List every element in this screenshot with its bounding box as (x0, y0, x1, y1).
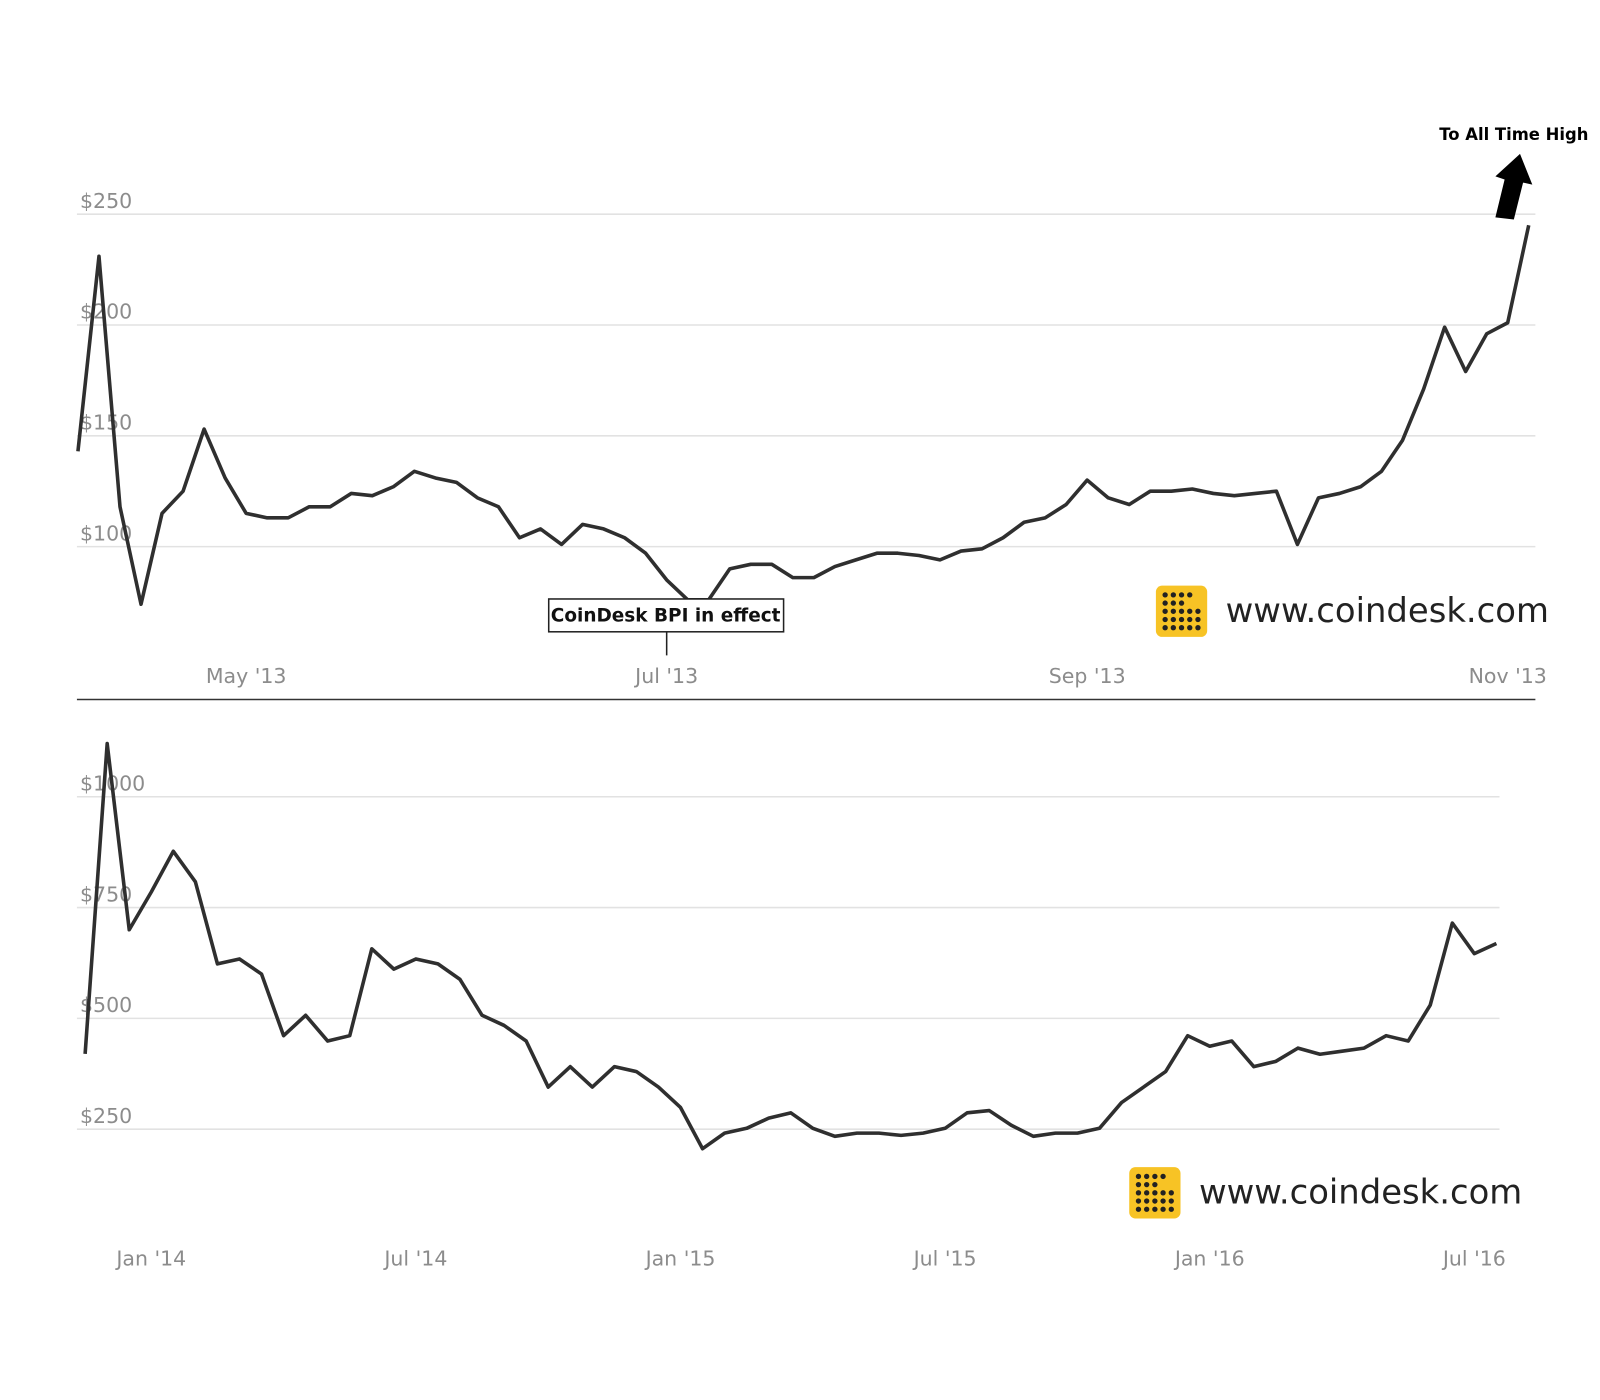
watermark: www.coindesk.com (1199, 1172, 1522, 1211)
logo-dot (1168, 1190, 1174, 1196)
logo-dot (1170, 625, 1176, 631)
annotation: CoinDesk BPI in effect (551, 605, 781, 626)
logo-dot (1162, 600, 1168, 606)
logo-dot (1178, 625, 1185, 631)
logo-dot (1162, 625, 1168, 631)
logo-dot (1162, 608, 1168, 614)
x-tick-label: Jul '16 (1441, 1246, 1506, 1270)
logo-dot (1162, 592, 1168, 598)
logo-dot (1160, 1190, 1166, 1196)
logo-dot (1187, 608, 1193, 614)
logo-dot (1152, 1181, 1158, 1188)
logo-dot (1152, 1206, 1158, 1212)
logo-dot (1160, 1206, 1166, 1212)
logo-dot (1135, 1181, 1142, 1188)
logo-dot (1178, 608, 1185, 614)
x-tick-label: May '13 (206, 664, 287, 688)
annotation-arrow (1495, 153, 1533, 220)
logo-dot (1135, 1206, 1142, 1212)
x-tick-label: Jan '16 (1173, 1246, 1245, 1270)
logo-dot (1162, 616, 1168, 623)
logo-dot (1168, 1198, 1174, 1204)
logo-dot (1170, 608, 1176, 614)
logo-dot (1178, 600, 1185, 606)
logo-dot (1135, 1173, 1142, 1180)
logo-dot (1152, 1173, 1158, 1180)
logo-dot (1195, 625, 1201, 631)
logo-dot (1178, 592, 1185, 598)
logo-dot (1144, 1181, 1150, 1188)
logo-dot (1170, 616, 1176, 623)
logo-dot (1187, 592, 1193, 598)
logo-dot (1160, 1173, 1166, 1180)
logo-dot (1135, 1198, 1142, 1204)
logo-dot (1160, 1198, 1166, 1204)
annotation: To All Time High (1439, 125, 1588, 144)
y-tick-label: $150 (80, 411, 132, 435)
logo-dot (1195, 616, 1201, 623)
x-tick-label: Jul '13 (633, 664, 698, 688)
logo-dot (1170, 592, 1176, 598)
watermark: www.coindesk.com (1226, 591, 1549, 630)
logo-dot (1168, 1206, 1174, 1212)
x-tick-label: Nov '13 (1469, 664, 1547, 688)
logo-dot (1144, 1173, 1150, 1180)
y-tick-label: $250 (80, 189, 132, 213)
logo-dot (1152, 1190, 1158, 1196)
logo-dot (1144, 1206, 1150, 1212)
logo-dot (1195, 608, 1201, 614)
x-tick-label: Sep '13 (1049, 664, 1126, 688)
x-tick-label: Jan '14 (114, 1246, 186, 1270)
x-tick-label: Jul '15 (912, 1246, 977, 1270)
logo-dot (1135, 1190, 1142, 1196)
logo-dot (1170, 600, 1176, 606)
logo-dot (1178, 616, 1185, 623)
logo-dot (1144, 1198, 1150, 1204)
price-line (83, 741, 1498, 1151)
x-tick-label: Jul '14 (382, 1246, 447, 1270)
logo-dot (1152, 1198, 1158, 1204)
y-tick-label: $250 (80, 1104, 132, 1128)
x-tick-label: Jan '15 (644, 1246, 716, 1270)
price-line (76, 224, 1531, 606)
annotation-box (547, 598, 785, 633)
logo-dot (1187, 625, 1193, 631)
logo-dot (1144, 1190, 1150, 1196)
logo-dot (1187, 616, 1193, 623)
